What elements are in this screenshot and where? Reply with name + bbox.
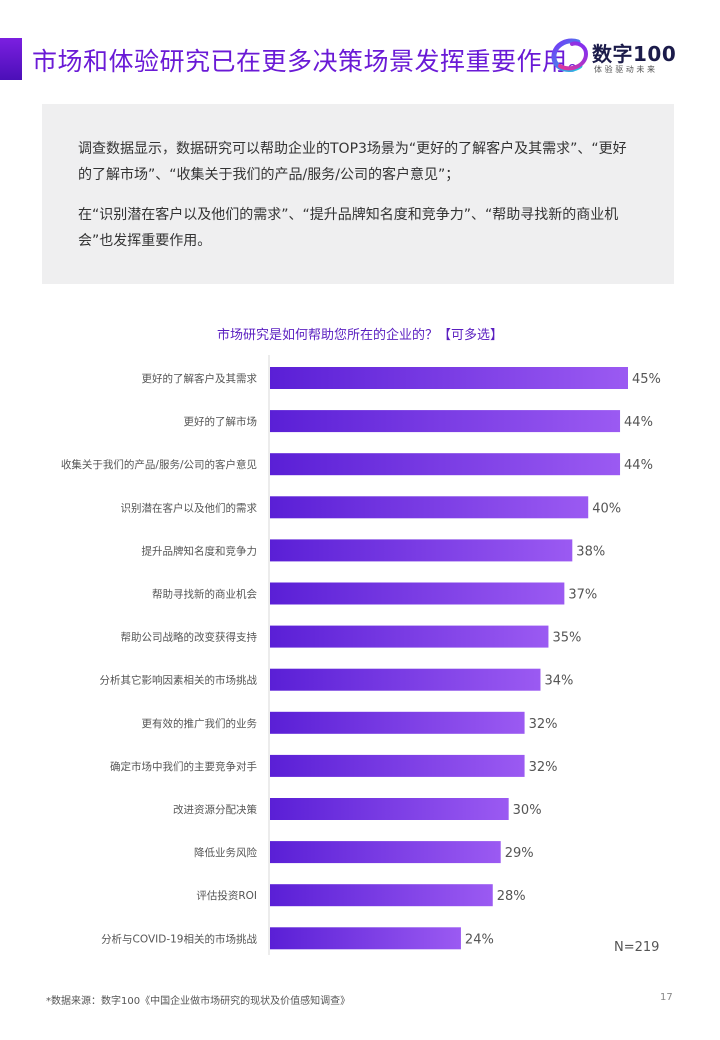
bar-chart: 更好的了解客户及其需求 45% 更好的了解市场 44% 收集关于我们的产品/服务/公司的… <box>61 355 661 955</box>
brand-logo: 数字100 体验驱动未来 <box>548 36 678 80</box>
value-label: 44% <box>624 415 653 430</box>
value-label: 45% <box>632 372 661 387</box>
value-label: 44% <box>624 458 653 473</box>
category-label: 提升品牌知名度和竞争力 <box>142 544 258 557</box>
logo-tagline: 体验驱动未来 <box>594 65 658 74</box>
bar <box>270 410 621 433</box>
logo-name: 数字100 <box>592 42 677 66</box>
value-label: 38% <box>576 544 605 559</box>
bar <box>270 539 573 562</box>
chart-bars: 更好的了解客户及其需求 45% 更好的了解市场 44% 收集关于我们的产品/服务/公司的… <box>61 367 661 950</box>
category-label: 降低业务风险 <box>194 846 257 859</box>
logo-swirl-icon <box>551 38 589 72</box>
category-label: 识别潜在客户以及他们的需求 <box>121 501 258 514</box>
category-label: 确定市场中我们的主要竞争对手 <box>110 760 257 773</box>
category-label: 更好的了解客户及其需求 <box>142 372 258 385</box>
category-label: 帮助公司战略的改变获得支持 <box>121 631 258 644</box>
bar <box>270 453 621 476</box>
value-label: 40% <box>592 501 621 516</box>
bar <box>270 367 628 389</box>
page-title: 市场和体验研究已在更多决策场景发挥重要作用。 <box>32 47 594 76</box>
bar <box>270 582 565 605</box>
summary-paragraph-2: 在“识别潜在客户以及他们的需求”、“提升品牌知名度和竞争力”、“帮助寻找新的商业… <box>78 207 619 249</box>
value-label: 35% <box>552 631 581 646</box>
bar <box>270 841 501 864</box>
bar <box>270 754 525 777</box>
category-label: 分析与COVID-19相关的市场挑战 <box>101 932 257 945</box>
value-label: 29% <box>505 846 534 861</box>
chart-title: 市场研究是如何帮助您所在的企业的？【可多选】 <box>216 328 503 343</box>
value-label: 28% <box>497 889 526 904</box>
category-label: 更有效的推广我们的业务 <box>142 717 258 730</box>
category-label: 评估投资ROI <box>196 889 257 902</box>
data-source-footnote: *数据来源：数字100《中国企业做市场研究的现状及价值感知调查》 <box>46 996 351 1007</box>
title-accent-bar <box>0 38 22 80</box>
value-label: 34% <box>544 674 573 689</box>
summary-paragraph-1: 调查数据显示，数据研究可以帮助企业的TOP3场景为“更好的了解客户及其需求”、“… <box>78 141 627 183</box>
bar <box>270 711 525 734</box>
bar <box>270 884 493 907</box>
value-label: 32% <box>529 717 558 732</box>
value-label: 37% <box>568 588 597 603</box>
bar <box>270 798 509 820</box>
summary-box: 调查数据显示，数据研究可以帮助企业的TOP3场景为“更好的了解客户及其需求”、“… <box>42 104 674 284</box>
category-label: 收集关于我们的产品/服务/公司的客户意见 <box>61 458 257 471</box>
sample-size-label: N=219 <box>614 940 660 955</box>
value-label: 30% <box>513 803 542 818</box>
category-label: 帮助寻找新的商业机会 <box>152 588 257 601</box>
bar <box>270 496 589 519</box>
value-label: 24% <box>465 932 494 947</box>
bar <box>270 668 541 691</box>
bar <box>270 625 549 648</box>
category-label: 分析其它影响因素相关的市场挑战 <box>100 674 258 687</box>
bar <box>270 927 461 950</box>
category-label: 更好的了解市场 <box>184 415 258 428</box>
page-number: 17 <box>660 992 673 1003</box>
value-label: 32% <box>529 760 558 775</box>
category-label: 改进资源分配决策 <box>173 803 257 816</box>
